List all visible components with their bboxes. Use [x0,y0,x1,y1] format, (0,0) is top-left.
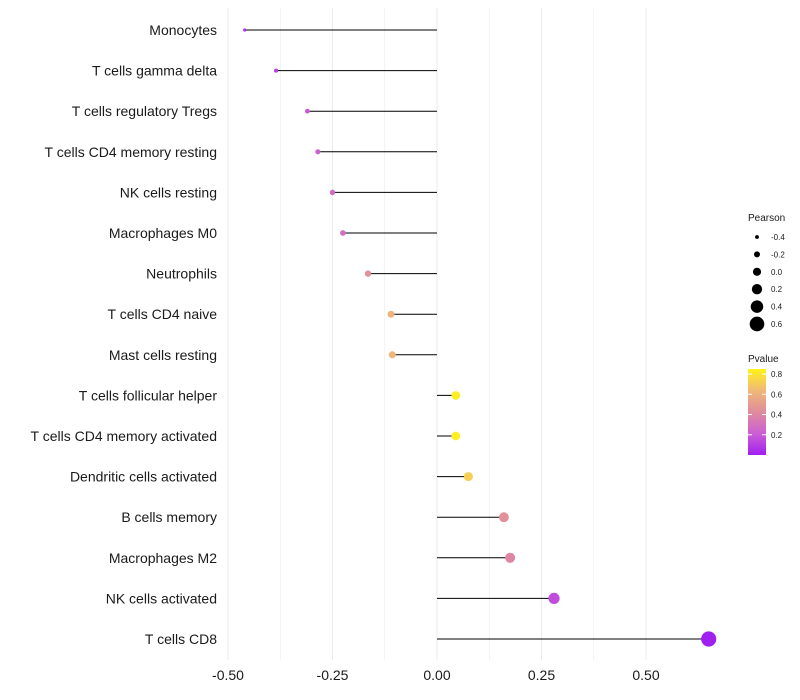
x-tick-label: -0.25 [317,667,349,683]
category-label: Neutrophils [146,266,217,282]
lollipop-point [340,230,346,236]
lollipop-point [548,592,560,605]
pvalue-colorbar [748,369,766,455]
category-label: Macrophages M0 [109,225,217,241]
pvalue-legend-label: 0.8 [771,370,783,379]
lollipop-point [329,189,336,196]
grid-lines [227,8,647,660]
category-label: T cells CD4 naive [108,306,218,322]
pearson-legend-marker [752,267,762,276]
lollipop-point [305,108,310,114]
x-tick-label: -0.50 [212,667,244,683]
lollipop-point [364,270,372,277]
lollipop-point [388,351,396,359]
category-label: Mast cells resting [109,347,217,363]
pearson-legend-label: 0.2 [771,285,783,294]
pearson-legend-label: -0.2 [771,250,785,259]
category-label: T cells regulatory Tregs [72,103,217,119]
lollipop-point [243,28,247,32]
pvalue-legend-title: Pvalue [748,354,779,365]
lollipop-point [498,512,509,523]
pearson-legend-marker [755,235,759,239]
category-label: Monocytes [149,22,217,38]
pearson-legend-marker [750,300,764,313]
pvalue-legend-label: 0.6 [771,390,783,399]
x-tick-label: 0.00 [423,667,450,683]
lollipop-point [505,552,516,563]
pearson-legend-marker [751,284,763,295]
x-axis-tick-labels: -0.50 -0.25 0.00 0.25 0.50 [212,667,660,683]
pearson-legend-label: 0.0 [771,268,783,277]
lollipop-points [243,28,717,647]
category-label: Dendritic cells activated [70,469,217,485]
category-label: T cells follicular helper [79,387,218,403]
category-label: T cells gamma delta [92,63,217,79]
lollipop-stems [244,29,709,640]
lollipop-point [451,391,461,400]
lollipop-point [463,472,473,482]
lollipop-point [315,149,321,155]
category-label: T cells CD8 [145,631,217,647]
lollipop-point [451,431,461,441]
x-tick-label: 0.25 [528,667,555,683]
pearson-legend-label: -0.4 [771,233,785,242]
category-label: NK cells resting [120,184,217,200]
pvalue-legend-label: 0.2 [771,431,783,440]
lollipop-point [274,68,279,73]
category-label: T cells CD4 memory activated [31,428,217,444]
category-label: B cells memory [121,509,217,525]
pvalue-legend-label: 0.4 [771,411,783,420]
category-label: NK cells activated [106,590,217,606]
pearson-legend-marker [749,316,765,332]
category-label: Macrophages M2 [109,550,217,566]
x-tick-label: 0.50 [632,667,659,683]
category-label: T cells CD4 memory resting [45,144,217,160]
lollipop-point [387,310,395,318]
pvalue-color-legend: Pvalue 0.2 0.4 0.6 0.8 [748,354,783,455]
pearson-legend-label: 0.4 [771,303,783,312]
pearson-legend-title: Pearson [748,213,785,224]
lollipop-point [701,631,717,647]
pearson-size-legend: Pearson -0.4 -0.2 0.0 0.2 0.4 0.6 [748,213,785,332]
pearson-legend-label: 0.6 [771,320,783,329]
category-labels: Monocytes T cells gamma delta T cells regu… [31,22,218,647]
pearson-legend-marker [754,251,760,258]
